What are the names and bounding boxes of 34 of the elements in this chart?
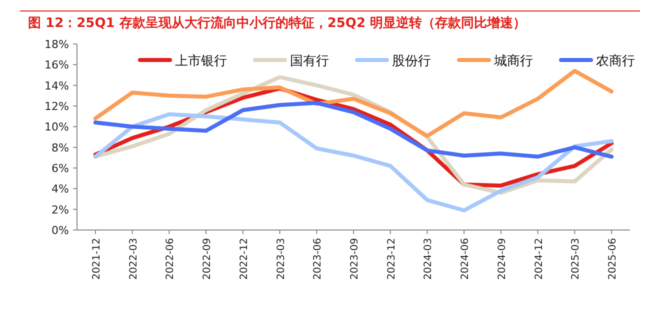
x-tick-label: 2023-09: [350, 238, 360, 280]
y-tick-label: 18%: [44, 38, 69, 51]
x-tick-label: 2024-06: [460, 238, 472, 280]
legend-label: 上市银行: [175, 54, 227, 69]
x-tick-label: 2023-03: [276, 238, 287, 280]
y-tick-label: 0%: [52, 224, 69, 237]
chart-title: 图 12：25Q1 存款呈现从大行流向中小行的特征，25Q2 明显逆转（存款同比增速）: [28, 15, 526, 31]
x-tick-label: 2024-03: [423, 238, 434, 280]
line-series: [93, 112, 614, 212]
y-tick-label: 14%: [44, 79, 69, 92]
x-tick-label: 2023-06: [312, 238, 324, 280]
x-tick-label: 2024-09: [496, 238, 508, 280]
line-series: [93, 68, 614, 138]
y-tick-label: 2%: [52, 203, 69, 216]
y-tick-label: 12%: [44, 100, 69, 113]
x-tick-label: 2022-09: [202, 238, 214, 280]
line-series: [93, 100, 614, 159]
legend-label: 国有行: [290, 54, 329, 69]
y-tick-label: 4%: [52, 182, 69, 196]
legend-label: 股份行: [392, 54, 431, 69]
y-tick-label: 10%: [44, 120, 69, 134]
x-tick-label: 2022-12: [238, 238, 250, 280]
y-tick-label: 6%: [52, 162, 69, 175]
x-tick-label: 2024-12: [534, 238, 545, 280]
x-tick-label: 2021-12: [91, 238, 102, 280]
x-tick-label: 2022-06: [165, 238, 176, 280]
y-tick-label: 16%: [44, 58, 69, 72]
x-tick-label: 2022-03: [128, 238, 140, 280]
x-tick-label: 2025-03: [570, 238, 582, 280]
x-tick-label: 2025-06: [608, 238, 619, 280]
x-tick-label: 2023-12: [386, 238, 398, 280]
legend-label: 农商行: [596, 54, 635, 69]
y-tick-label: 8%: [52, 141, 69, 154]
legend-label: 城商行: [493, 54, 533, 69]
